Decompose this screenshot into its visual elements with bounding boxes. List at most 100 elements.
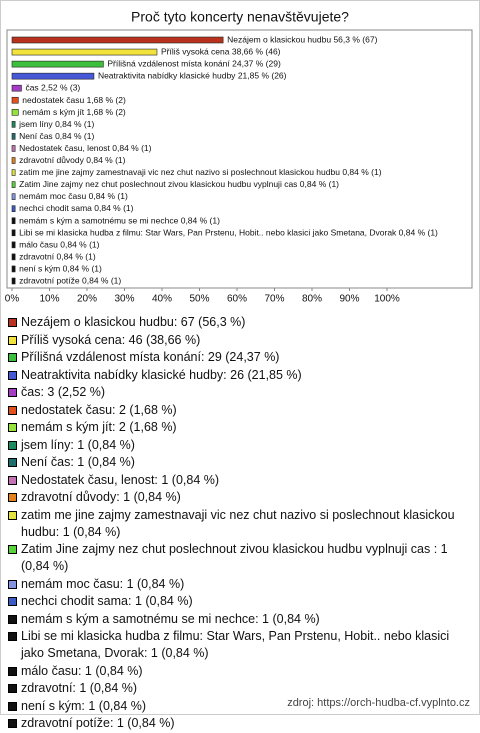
legend-item: zdravotní potíže: 1 (0,84 %) — [8, 715, 470, 732]
bar-value-label: 0,84 % (1) — [342, 167, 381, 177]
bar-label: nemám s kým a samotnému se mi nechce 0,8… — [19, 216, 220, 226]
legend-swatch — [8, 475, 17, 485]
legend-item: nedostatek času: 2 (1,68 %) — [8, 402, 470, 419]
bar-value-label: 0,84 % (1) — [55, 119, 94, 129]
bar-label: zdravotní důvody 0,84 % (1) — [19, 155, 125, 165]
bar-value-label: 0,84 % (1) — [300, 179, 339, 189]
legend-label: Zatim Jine zajmy nez chut poslechnout zi… — [21, 542, 448, 573]
legend-swatch — [8, 579, 17, 589]
plot-frame — [6, 29, 473, 289]
legend-item: Není čas: 1 (0,84 %) — [8, 454, 470, 471]
bar-label: nechci chodit sama 0,84 % (1) — [19, 203, 134, 213]
bar-category: nedostatek času — [22, 95, 84, 105]
bar-category: nechci chodit sama — [19, 203, 92, 213]
bar-label: Příliš vysoká cena 38,66 % (46) — [161, 47, 281, 57]
legend-swatch — [8, 440, 17, 450]
legend-item: zdravotní důvody: 1 (0,84 %) — [8, 489, 470, 506]
bar-value-label: 0,84 % (1) — [56, 252, 95, 262]
legend-item: Libi se mi klasicka hudba z filmu: Star … — [8, 628, 470, 662]
bar-value-label: 2,52 % (3) — [41, 83, 80, 93]
bar-value-label: 0,84 % (1) — [63, 264, 102, 274]
x-tick-label: 60% — [227, 294, 247, 305]
x-tick-label: 90% — [339, 294, 359, 305]
legend-label: málo času: 1 (0,84 %) — [21, 663, 143, 678]
legend-swatch — [8, 614, 17, 624]
legend-item: Nezájem o klasickou hudbu: 67 (56,3 %) — [8, 314, 470, 331]
bar-value-label: 21,85 % (26) — [238, 71, 287, 81]
legend-label: Není čas: 1 (0,84 %) — [21, 455, 135, 469]
bar — [11, 217, 16, 225]
bar-label: zatim me jine zajmy zamestnavaji vic nez… — [19, 167, 382, 177]
legend: Nezájem o klasickou hudbu: 67 (56,3 %) Př… — [8, 314, 470, 733]
bar — [11, 121, 16, 128]
bar-label: jsem líny 0,84 % (1) — [18, 119, 94, 129]
bar-value-label: 0,84 % (1) — [55, 131, 94, 141]
legend-swatch — [8, 335, 17, 345]
legend-swatch — [8, 318, 17, 327]
legend-label: nedostatek času: 2 (1,68 %) — [21, 402, 177, 417]
bar-label: Libi se mi klasicka hudba z filmu: Star … — [19, 228, 438, 238]
bar — [11, 253, 16, 261]
x-tick-label: 80% — [302, 294, 322, 305]
bar-category: nemám s kým jít — [22, 107, 85, 117]
bar — [11, 169, 16, 176]
bar-label: Neatraktivita nabídky klasické hudby 21,… — [98, 71, 287, 81]
legend-label: zdravotní potíže: 1 (0,84 %) — [21, 716, 175, 730]
bar-value-label: 0,84 % (1) — [399, 228, 438, 238]
bar — [11, 84, 22, 92]
bar-value-label: 56,3 % (67) — [333, 35, 377, 45]
bar-category: Neatraktivita nabídky klasické hudby — [98, 71, 236, 81]
bar-category: zatim me jine zajmy zamestnavaji vic nez… — [19, 167, 340, 177]
legend-label: nemám s kým jít: 2 (1,68 %) — [21, 420, 177, 434]
legend-swatch — [8, 719, 17, 728]
bar-value-label: 0,84 % (1) — [60, 240, 99, 250]
legend-label: nechci chodit sama: 1 (0,84 %) — [21, 594, 193, 608]
bar-label: není s kým 0,84 % (1) — [19, 264, 102, 274]
bar — [11, 48, 158, 56]
bar-category: čas — [25, 83, 38, 93]
bar-label: Přílišná vzdálenost místa konání 24,37 %… — [107, 59, 281, 69]
x-tick-label: 30% — [114, 294, 134, 305]
bar-label: zdravotní potíže 0,84 % (1) — [19, 276, 121, 286]
legend-item: nemám s kým jít: 2 (1,68 %) — [8, 419, 470, 436]
legend-swatch — [8, 388, 17, 397]
bar-category: Přílišná vzdálenost místa konání — [107, 59, 230, 69]
x-tick-label: 0% — [5, 294, 20, 305]
bar — [11, 277, 16, 285]
bar-label: Nedostatek času, lenost 0,84 % (1) — [19, 143, 151, 153]
legend-item: nemám s kým a samotnému se mi nechce: 1 … — [8, 611, 470, 628]
legend-swatch — [8, 597, 17, 606]
bar-value-label: 0,84 % (1) — [86, 155, 125, 165]
bar-category: zdravotní — [19, 252, 55, 262]
bar-value-label: 0,84 % (1) — [82, 276, 121, 286]
x-tick-label: 70% — [264, 294, 284, 305]
chart: Proč tyto koncerty nenavštěvujete? Nezáj… — [5, 9, 473, 305]
legend-item: Neatraktivita nabídky klasické hudby: 26… — [8, 367, 470, 384]
legend-item: málo času: 1 (0,84 %) — [8, 663, 470, 680]
legend-item: jsem líny: 1 (0,84 %) — [8, 437, 470, 454]
bar-label: nedostatek času 1,68 % (2) — [22, 95, 126, 105]
legend-label: jsem líny: 1 (0,84 %) — [21, 437, 135, 452]
bar-category: Nedostatek času, lenost — [19, 143, 110, 153]
bar — [11, 109, 19, 116]
x-tick-label: 10% — [39, 294, 59, 305]
legend-label: nemám s kým a samotnému se mi nechce: 1 … — [21, 611, 320, 626]
legend-item: není s kým: 1 (0,84 %) — [8, 698, 470, 715]
legend-item: zatim me jine zajmy zamestnavaji vic nez… — [8, 507, 470, 541]
bar-value-label: 1,68 % (2) — [87, 107, 126, 117]
legend-swatch — [8, 666, 17, 676]
legend-swatch — [8, 684, 17, 693]
bar-category: zdravotní důvody — [19, 155, 84, 165]
legend-swatch — [8, 423, 17, 432]
bar — [11, 133, 16, 140]
legend-swatch — [8, 545, 17, 554]
bar-label: nemám s kým jít 1,68 % (2) — [22, 107, 126, 117]
legend-swatch — [8, 510, 17, 520]
bar-value-label: 0,84 % (1) — [89, 191, 128, 201]
bar-value-label: 24,37 % (29) — [232, 59, 281, 69]
bar — [11, 96, 19, 104]
legend-label: Nedostatek času, lenost: 1 (0,84 %) — [21, 472, 220, 487]
bar-label: čas 2,52 % (3) — [25, 83, 80, 93]
bar-value-label: 0,84 % (1) — [181, 216, 220, 226]
legend-label: Nezájem o klasickou hudbu: 67 (56,3 %) — [21, 315, 246, 329]
